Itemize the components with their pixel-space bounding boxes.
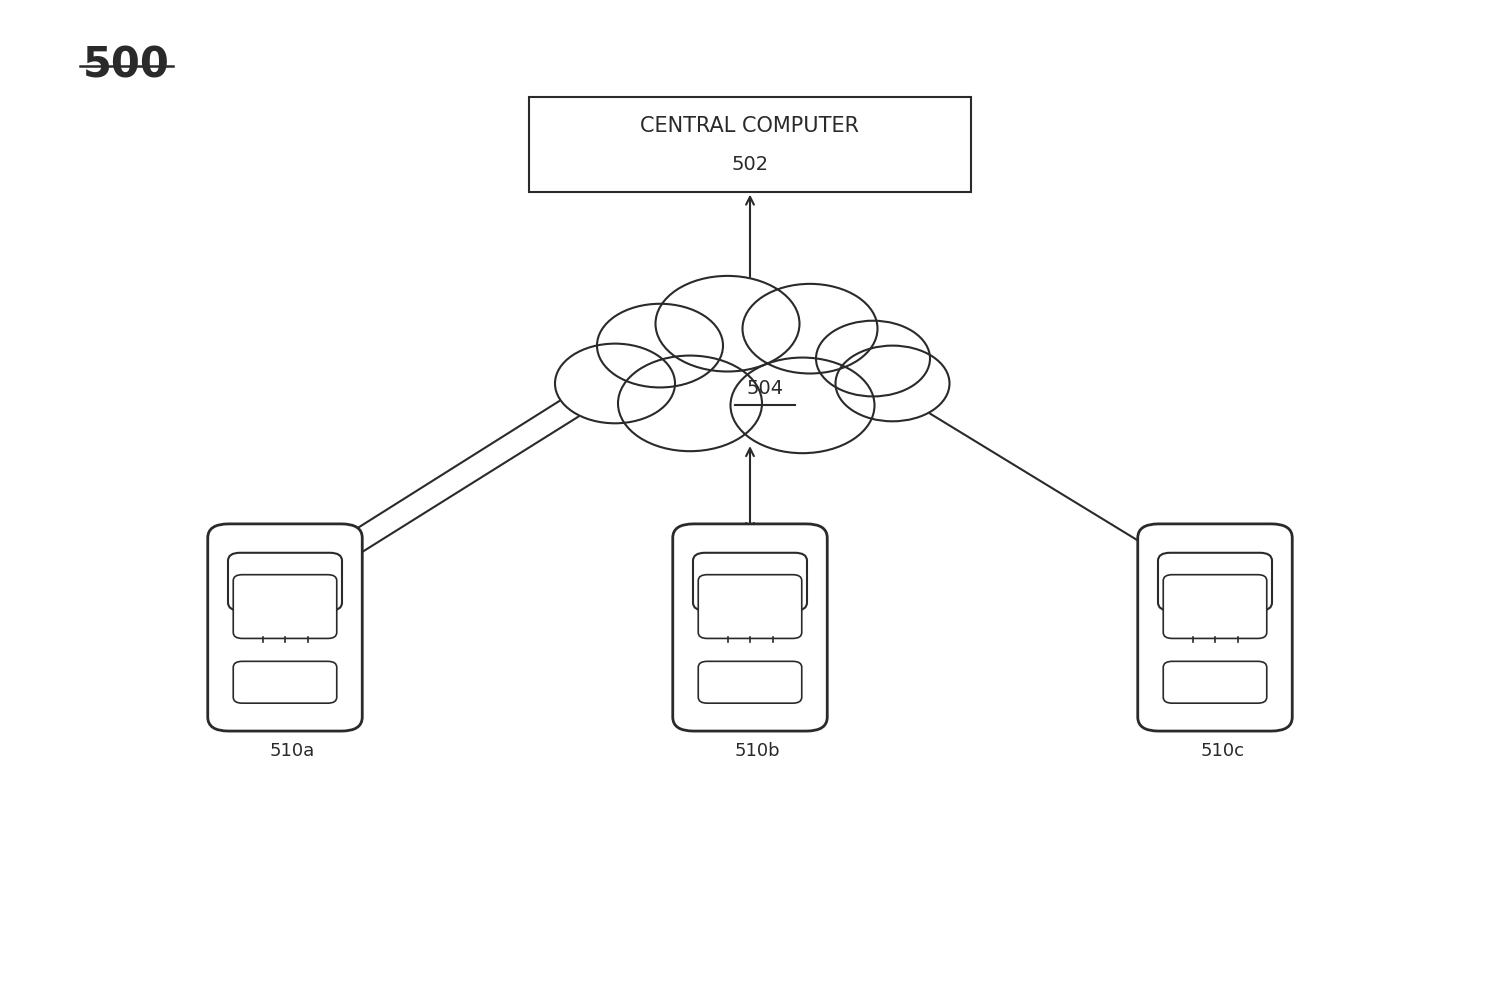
Circle shape [816,321,930,396]
Text: 500: 500 [82,45,170,87]
FancyBboxPatch shape [1164,661,1266,703]
Text: 510c: 510c [1200,742,1245,760]
FancyBboxPatch shape [698,661,801,703]
Circle shape [742,284,878,374]
Circle shape [836,346,950,421]
FancyBboxPatch shape [234,575,336,638]
Circle shape [618,356,762,451]
Text: 510b: 510b [735,742,780,760]
Circle shape [597,304,723,387]
Circle shape [656,276,800,372]
FancyBboxPatch shape [207,524,363,731]
FancyBboxPatch shape [528,98,972,191]
Text: 510a: 510a [270,742,315,760]
FancyBboxPatch shape [1137,524,1292,731]
FancyBboxPatch shape [693,553,807,611]
Circle shape [730,358,874,453]
FancyBboxPatch shape [228,553,342,611]
Text: CENTRAL COMPUTER: CENTRAL COMPUTER [640,117,860,136]
FancyBboxPatch shape [672,524,828,731]
Circle shape [555,344,675,423]
FancyBboxPatch shape [1158,553,1272,611]
Text: 502: 502 [732,154,768,174]
FancyBboxPatch shape [698,575,801,638]
FancyBboxPatch shape [234,661,336,703]
FancyBboxPatch shape [1164,575,1266,638]
Text: 504: 504 [747,378,783,398]
